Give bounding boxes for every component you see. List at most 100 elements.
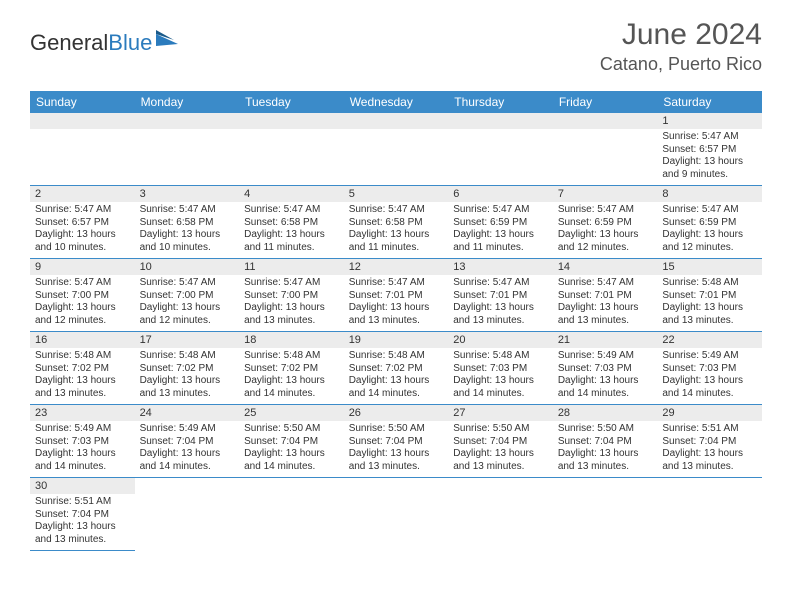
day-number: 9 (30, 259, 135, 275)
day-number (30, 113, 135, 129)
daylight-line: Daylight: 13 hours and 13 minutes. (244, 302, 339, 327)
calendar-day-cell: 15Sunrise: 5:48 AMSunset: 7:01 PMDayligh… (657, 259, 762, 332)
day-body: Sunrise: 5:47 AMSunset: 6:58 PMDaylight:… (344, 202, 449, 258)
sunrise-line: Sunrise: 5:47 AM (453, 204, 548, 217)
sunrise-line: Sunrise: 5:50 AM (558, 423, 653, 436)
calendar-day-cell: 28Sunrise: 5:50 AMSunset: 7:04 PMDayligh… (553, 405, 658, 478)
day-number: 15 (657, 259, 762, 275)
calendar-day-cell: 8Sunrise: 5:47 AMSunset: 6:59 PMDaylight… (657, 186, 762, 259)
weekday-header: Saturday (657, 91, 762, 113)
day-number (553, 113, 658, 129)
daylight-line: Daylight: 13 hours and 14 minutes. (349, 375, 444, 400)
calendar-day-cell: 4 Sunrise: 5:47 AMSunset: 6:58 PMDaylight… (239, 186, 344, 259)
sunrise-line: Sunrise: 5:48 AM (35, 350, 130, 363)
calendar-row: 23Sunrise: 5:49 AMSunset: 7:03 PMDayligh… (30, 405, 762, 478)
daylight-line: Daylight: 13 hours and 14 minutes. (558, 375, 653, 400)
calendar-day-cell: 2Sunrise: 5:47 AMSunset: 6:57 PMDaylight… (30, 186, 135, 259)
month-title: June 2024 (600, 18, 762, 52)
day-number: 6 (448, 186, 553, 202)
sunset-line: Sunset: 7:04 PM (35, 509, 130, 522)
sunrise-line: Sunrise: 5:47 AM (35, 204, 130, 217)
sunrise-line: Sunrise: 5:47 AM (244, 204, 339, 217)
sunset-line: Sunset: 7:00 PM (244, 290, 339, 303)
day-number: 27 (448, 405, 553, 421)
daylight-line: Daylight: 13 hours and 13 minutes. (35, 521, 130, 546)
calendar-day-cell: 22Sunrise: 5:49 AMSunset: 7:03 PMDayligh… (657, 332, 762, 405)
day-body: Sunrise: 5:47 AMSunset: 6:59 PMDaylight:… (657, 202, 762, 258)
weekday-header: Wednesday (344, 91, 449, 113)
sunset-line: Sunset: 7:03 PM (662, 363, 757, 376)
sunrise-line: Sunrise: 5:50 AM (453, 423, 548, 436)
daylight-line: Daylight: 13 hours and 13 minutes. (349, 302, 444, 327)
day-number (448, 478, 553, 494)
weekday-row: SundayMondayTuesdayWednesdayThursdayFrid… (30, 91, 762, 113)
calendar-day-cell: 5Sunrise: 5:47 AMSunset: 6:58 PMDaylight… (344, 186, 449, 259)
calendar-empty-cell (657, 478, 762, 551)
calendar-day-cell: 6Sunrise: 5:47 AMSunset: 6:59 PMDaylight… (448, 186, 553, 259)
calendar-empty-cell (239, 113, 344, 186)
day-body: Sunrise: 5:49 AMSunset: 7:04 PMDaylight:… (135, 421, 240, 477)
sunrise-line: Sunrise: 5:49 AM (662, 350, 757, 363)
weekday-header: Friday (553, 91, 658, 113)
calendar-day-cell: 11Sunrise: 5:47 AMSunset: 7:00 PMDayligh… (239, 259, 344, 332)
day-body: Sunrise: 5:51 AMSunset: 7:04 PMDaylight:… (657, 421, 762, 477)
weekday-header: Thursday (448, 91, 553, 113)
sunrise-line: Sunrise: 5:47 AM (558, 277, 653, 290)
sunrise-line: Sunrise: 5:48 AM (453, 350, 548, 363)
sunset-line: Sunset: 7:02 PM (244, 363, 339, 376)
sunrise-line: Sunrise: 5:47 AM (140, 204, 235, 217)
daylight-line: Daylight: 13 hours and 14 minutes. (35, 448, 130, 473)
day-body: Sunrise: 5:49 AMSunset: 7:03 PMDaylight:… (30, 421, 135, 477)
calendar-row: 9Sunrise: 5:47 AMSunset: 7:00 PMDaylight… (30, 259, 762, 332)
calendar-day-cell: 26Sunrise: 5:50 AMSunset: 7:04 PMDayligh… (344, 405, 449, 478)
title-block: June 2024 Catano, Puerto Rico (600, 18, 762, 75)
day-number (344, 113, 449, 129)
daylight-line: Daylight: 13 hours and 13 minutes. (35, 375, 130, 400)
calendar-empty-cell (30, 113, 135, 186)
daylight-line: Daylight: 13 hours and 13 minutes. (662, 302, 757, 327)
day-number: 23 (30, 405, 135, 421)
day-body: Sunrise: 5:48 AMSunset: 7:02 PMDaylight:… (30, 348, 135, 404)
day-body: Sunrise: 5:48 AMSunset: 7:02 PMDaylight:… (239, 348, 344, 404)
calendar-empty-cell (344, 478, 449, 551)
calendar-day-cell: 23Sunrise: 5:49 AMSunset: 7:03 PMDayligh… (30, 405, 135, 478)
daylight-line: Daylight: 13 hours and 11 minutes. (453, 229, 548, 254)
sunrise-line: Sunrise: 5:47 AM (244, 277, 339, 290)
sunrise-line: Sunrise: 5:47 AM (662, 131, 757, 144)
day-body: Sunrise: 5:51 AMSunset: 7:04 PMDaylight:… (30, 494, 135, 550)
daylight-line: Daylight: 13 hours and 11 minutes. (244, 229, 339, 254)
calendar-day-cell: 19Sunrise: 5:48 AMSunset: 7:02 PMDayligh… (344, 332, 449, 405)
calendar-day-cell: 12Sunrise: 5:47 AMSunset: 7:01 PMDayligh… (344, 259, 449, 332)
calendar-empty-cell (448, 113, 553, 186)
day-body: Sunrise: 5:49 AMSunset: 7:03 PMDaylight:… (657, 348, 762, 404)
day-number: 20 (448, 332, 553, 348)
weekday-header: Sunday (30, 91, 135, 113)
day-number: 8 (657, 186, 762, 202)
calendar-empty-cell (239, 478, 344, 551)
day-body: Sunrise: 5:48 AMSunset: 7:02 PMDaylight:… (344, 348, 449, 404)
sunrise-line: Sunrise: 5:47 AM (35, 277, 130, 290)
day-number: 4 (239, 186, 344, 202)
calendar-head: SundayMondayTuesdayWednesdayThursdayFrid… (30, 91, 762, 113)
calendar-day-cell: 30Sunrise: 5:51 AMSunset: 7:04 PMDayligh… (30, 478, 135, 551)
day-number (553, 478, 658, 494)
day-number: 21 (553, 332, 658, 348)
day-number (344, 478, 449, 494)
sunset-line: Sunset: 7:04 PM (662, 436, 757, 449)
sunset-line: Sunset: 7:01 PM (662, 290, 757, 303)
day-number: 19 (344, 332, 449, 348)
sunset-line: Sunset: 7:04 PM (244, 436, 339, 449)
day-number: 28 (553, 405, 658, 421)
daylight-line: Daylight: 13 hours and 11 minutes. (349, 229, 444, 254)
day-body: Sunrise: 5:47 AMSunset: 7:01 PMDaylight:… (553, 275, 658, 331)
calendar-day-cell: 25Sunrise: 5:50 AMSunset: 7:04 PMDayligh… (239, 405, 344, 478)
daylight-line: Daylight: 13 hours and 10 minutes. (35, 229, 130, 254)
sunset-line: Sunset: 6:58 PM (244, 217, 339, 230)
sunrise-line: Sunrise: 5:50 AM (349, 423, 444, 436)
sunset-line: Sunset: 7:04 PM (349, 436, 444, 449)
day-number: 30 (30, 478, 135, 494)
day-body: Sunrise: 5:50 AMSunset: 7:04 PMDaylight:… (553, 421, 658, 477)
calendar-day-cell: 13Sunrise: 5:47 AMSunset: 7:01 PMDayligh… (448, 259, 553, 332)
sunrise-line: Sunrise: 5:51 AM (662, 423, 757, 436)
day-number: 29 (657, 405, 762, 421)
